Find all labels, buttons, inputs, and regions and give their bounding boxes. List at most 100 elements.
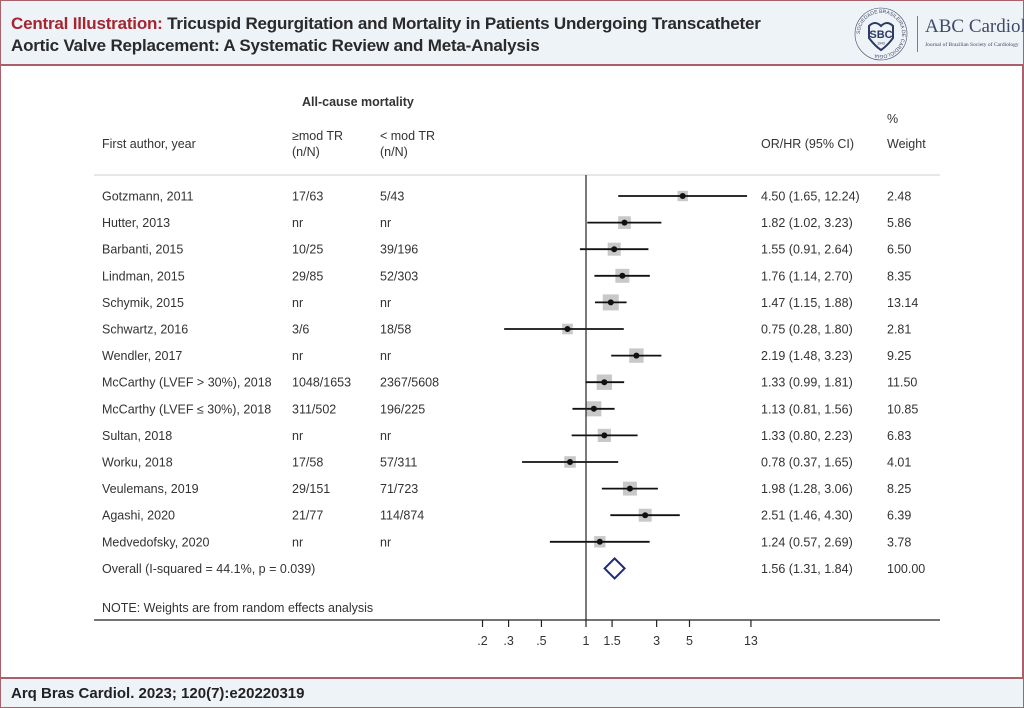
point-estimate (601, 432, 608, 439)
effect-ci-text: 1.98 (1.28, 3.06) (761, 482, 853, 496)
unexposed-count: nr (380, 429, 391, 443)
point-estimate (642, 512, 649, 519)
point-estimate (633, 352, 640, 359)
col-header-unexposed-1: < mod TR (380, 129, 435, 143)
study-label: Schwartz, 2016 (102, 323, 188, 337)
unexposed-count: 196/225 (380, 402, 425, 416)
exposed-count: nr (292, 349, 303, 363)
weight-value: 13.14 (887, 296, 918, 310)
effect-ci-text: 1.13 (0.81, 1.56) (761, 402, 853, 416)
effect-ci-text: 4.50 (1.65, 12.24) (761, 190, 860, 204)
exposed-count: nr (292, 216, 303, 230)
x-axis: .2 .3 .5 1 1.5 3 5 13 (94, 175, 940, 648)
weight-value: 6.39 (887, 509, 911, 523)
effect-ci-text: 0.78 (0.37, 1.65) (761, 456, 853, 470)
x-tick-label: 3 (653, 634, 660, 648)
col-header-exposed-1: ≥mod TR (292, 129, 343, 143)
table-row: Wendler, 2017 nr nr 2.19 (1.48, 3.23) 9.25 (102, 348, 911, 363)
weight-value: 2.81 (887, 323, 911, 337)
exposed-count: 3/6 (292, 323, 309, 337)
exposed-count: 17/58 (292, 456, 323, 470)
effect-ci-text: 1.82 (1.02, 3.23) (761, 216, 853, 230)
table-row: Schymik, 2015 nr nr 1.47 (1.15, 1.88) 13.14 (102, 294, 918, 311)
weight-value: 10.85 (887, 402, 918, 416)
table-row: Gotzmann, 2011 17/63 5/43 4.50 (1.65, 12.24… (102, 190, 911, 204)
col-header-weight-1: % (887, 112, 898, 126)
col-header-study: First author, year (102, 137, 196, 151)
chart-title: All-cause mortality (302, 95, 414, 109)
logo-divider (917, 16, 918, 52)
x-tick-label: .3 (503, 634, 513, 648)
study-label: McCarthy (LVEF > 30%), 2018 (102, 376, 272, 390)
journal-logo: SOCIEDADE BRASILEIRA DE CARDIOLOGIA SBC … (853, 6, 1024, 62)
overall-row: Overall (I-squared = 44.1%, p = 0.039) 1.… (102, 556, 925, 580)
table-row: McCarthy (LVEF > 30%), 2018 1048/1653 2367… (102, 374, 917, 390)
weight-value: 4.01 (887, 456, 911, 470)
weight-value: 3.78 (887, 535, 911, 549)
sbc-seal-icon: SOCIEDADE BRASILEIRA DE CARDIOLOGIA SBC … (854, 7, 908, 61)
study-label: Barbanti, 2015 (102, 243, 183, 257)
exposed-count: 29/151 (292, 482, 330, 496)
study-label: Schymik, 2015 (102, 296, 184, 310)
effect-ci-text: 1.76 (1.14, 2.70) (761, 269, 853, 283)
unexposed-count: 52/303 (380, 269, 418, 283)
citation: Arq Bras Cardiol. 2023; 120(7):e20220319 (11, 685, 305, 702)
journal-name: ABC Cardiol (925, 16, 1024, 37)
study-label: Wendler, 2017 (102, 349, 182, 363)
weight-value: 6.50 (887, 243, 911, 257)
study-label: Veulemans, 2019 (102, 482, 199, 496)
overall-weight: 100.00 (887, 562, 925, 576)
table-row: Sultan, 2018 nr nr 1.33 (0.80, 2.23) 6.83 (102, 428, 911, 443)
study-label: Hutter, 2013 (102, 216, 170, 230)
point-estimate (619, 272, 626, 279)
col-header-unexposed-2: (n/N) (380, 145, 408, 159)
journal-subtitle: Journal of Brazilian Society of Cardiolo… (925, 42, 1019, 48)
point-estimate (621, 219, 628, 226)
footer-band: Arq Bras Cardiol. 2023; 120(7):e20220319 (0, 677, 1024, 708)
weight-value: 8.35 (887, 269, 911, 283)
weight-value: 2.48 (887, 190, 911, 204)
exposed-count: nr (292, 296, 303, 310)
weight-value: 8.25 (887, 482, 911, 496)
unexposed-count: nr (380, 349, 391, 363)
table-row: Worku, 2018 17/58 57/311 0.78 (0.37, 1.65) 4… (102, 456, 911, 470)
effect-ci-text: 0.75 (0.28, 1.80) (761, 323, 853, 337)
point-estimate (626, 485, 633, 492)
unexposed-count: nr (380, 216, 391, 230)
title-lead: Central Illustration: (11, 14, 163, 33)
seal-label: SBC (869, 29, 892, 41)
exposed-count: 21/77 (292, 509, 323, 523)
x-tick-label: 13 (744, 634, 758, 648)
study-label: Medvedofsky, 2020 (102, 535, 210, 549)
unexposed-count: nr (380, 296, 391, 310)
study-label: McCarthy (LVEF ≤ 30%), 2018 (102, 402, 271, 416)
exposed-count: 29/85 (292, 269, 323, 283)
weight-value: 11.50 (887, 376, 917, 390)
note-text: NOTE: Weights are from random effects an… (102, 601, 373, 615)
table-row: Lindman, 2015 29/85 52/303 1.76 (1.14, 2.70… (102, 268, 911, 283)
title-text: Tricuspid Regurgitation and Mortality in… (11, 14, 761, 55)
point-estimate (601, 379, 608, 386)
unexposed-count: 18/58 (380, 323, 411, 337)
col-header-weight-2: Weight (887, 137, 926, 151)
weight-value: 6.83 (887, 429, 911, 443)
exposed-count: 311/502 (292, 402, 336, 416)
point-estimate (611, 246, 618, 253)
effect-ci-text: 1.47 (1.15, 1.88) (761, 296, 853, 310)
figure-title: Central Illustration: Tricuspid Regurgit… (11, 13, 811, 57)
point-estimate (596, 538, 603, 545)
point-estimate (590, 405, 597, 412)
header-band: Central Illustration: Tricuspid Regurgit… (0, 0, 1024, 66)
overall-label: Overall (I-squared = 44.1%, p = 0.039) (102, 562, 315, 576)
x-tick-label: 5 (686, 634, 693, 648)
table-row: Agashi, 2020 21/77 114/874 2.51 (1.46, 4.30… (102, 509, 911, 523)
exposed-count: 1048/1653 (292, 376, 351, 390)
study-rows: Gotzmann, 2011 17/63 5/43 4.50 (1.65, 12.24… (102, 190, 925, 616)
effect-ci-text: 1.55 (0.91, 2.64) (761, 243, 853, 257)
study-label: Lindman, 2015 (102, 269, 185, 283)
point-estimate (607, 299, 614, 306)
study-label: Gotzmann, 2011 (102, 190, 194, 204)
table-row: McCarthy (LVEF ≤ 30%), 2018 311/502 196/22… (102, 401, 918, 417)
unexposed-count: nr (380, 535, 391, 549)
